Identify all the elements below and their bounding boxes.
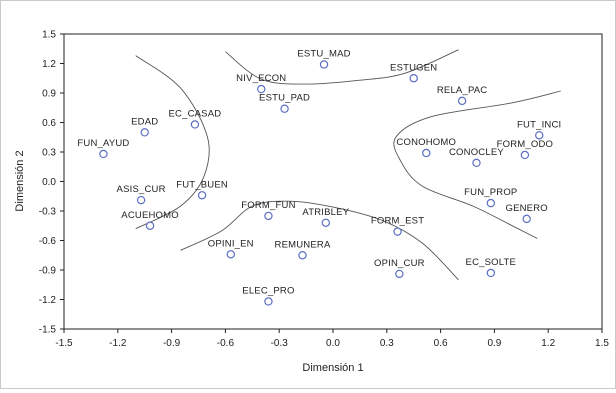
point-marker [99,149,108,159]
point-label: OPINI_EN [208,238,254,249]
x-tick-label: -1.2 [109,338,127,349]
y-tick-label: 0.6 [42,118,56,129]
y-tick-label: -0.3 [39,207,57,218]
point-marker [395,269,404,279]
point-label: ESTU_PAD [259,93,310,104]
point-marker [321,218,331,227]
x-axis-title: Dimensión 1 [302,362,363,374]
point-marker [140,128,149,137]
x-tick-label: 1.5 [595,338,609,349]
y-axis-ticks: 1.5 1.2 0.9 0.6 0.3 0.0 -0.3 -0.6 -0.9 -1.2 -1.5 [39,30,64,336]
point-label: FUN_PROP [464,187,517,198]
curve-top-arc [225,49,459,85]
x-tick-label: -1.5 [55,338,73,349]
point-marker [486,198,496,208]
point-label: FUN_AYUD [77,138,129,149]
x-tick-label: -0.9 [163,338,181,349]
point-label: NIV_ECON [236,73,286,84]
y-tick-label: 1.5 [42,30,56,41]
x-axis-ticks: -1.5 -1.2 -0.9 -0.6 -0.3 0.0 0.3 0.6 0.9 1.2 1.5 [55,329,609,349]
point-marker [520,150,530,160]
point-label: ACUEHOMO [121,210,179,221]
curve-left-arc [135,55,210,230]
y-tick-label: 0.3 [42,148,56,159]
point-marker [264,297,273,306]
point-label: FUT_INCI [517,119,561,130]
point-label: FORM_EST [371,216,424,227]
x-tick-label: 0.9 [487,338,501,349]
point-marker [226,250,235,259]
point-marker [486,268,496,278]
point-label: ASIS_CUR [117,184,166,195]
point-label: EC_SOLTE [466,257,517,268]
point-label: ESTUGEN [390,62,437,73]
curve-right-arc [393,90,561,239]
point-marker [197,191,207,200]
y-tick-label: -0.6 [39,236,57,247]
point-label: ATRIBLEY [302,207,349,218]
y-tick-label: -0.9 [39,266,57,277]
data-points: ESTU_MAD ESTUGEN NIV_ECON ESTU_PAD RELA_PAC E… [77,48,561,306]
point-label: EC_CASAD [169,108,222,119]
point-label: REMUNERA [275,239,331,250]
point-label: FORM_ODO [497,139,554,150]
x-tick-label: 0.6 [434,338,448,349]
point-marker [535,131,544,140]
point-marker [409,74,418,83]
y-tick-label: 0.0 [42,177,56,188]
point-marker [522,214,531,224]
point-marker [280,104,289,113]
point-label: ESTU_MAD [297,48,350,59]
x-tick-label: 1.2 [541,338,555,349]
point-marker [145,221,155,230]
point-marker [393,227,402,236]
point-marker [298,251,307,260]
point-label: FUT_BUEN [176,179,228,190]
y-tick-label: 1.2 [42,59,56,70]
point-label: ELEC_PRO [242,285,294,296]
point-label: EDAD [131,116,158,127]
point-label: RELA_PAC [437,85,488,96]
curve-bottom-arc [180,200,459,281]
point-marker [264,211,273,221]
separator-curves [135,49,561,281]
point-label: CONOHOMO [396,137,456,148]
point-label: GENERO [505,203,547,214]
point-marker [472,158,481,168]
x-tick-label: -0.3 [271,338,289,349]
point-label: FORM_FUN [241,200,295,211]
point-marker [457,96,467,106]
y-tick-label: 0.9 [42,89,56,100]
y-axis-title: Dimensión 2 [14,150,26,211]
x-tick-label: 0.0 [326,338,340,349]
point-marker [136,195,146,205]
point-marker [319,60,329,69]
point-marker [190,120,200,129]
y-tick-label: -1.5 [39,325,57,336]
point-marker [422,148,431,158]
y-tick-label: -1.2 [39,295,57,306]
point-label: CONOCLEY [449,147,504,158]
x-tick-label: 0.3 [380,338,394,349]
point-label: OPIN_CUR [374,258,425,269]
plot-area [63,33,603,330]
point-marker [257,84,266,94]
x-tick-label: -0.6 [217,338,235,349]
